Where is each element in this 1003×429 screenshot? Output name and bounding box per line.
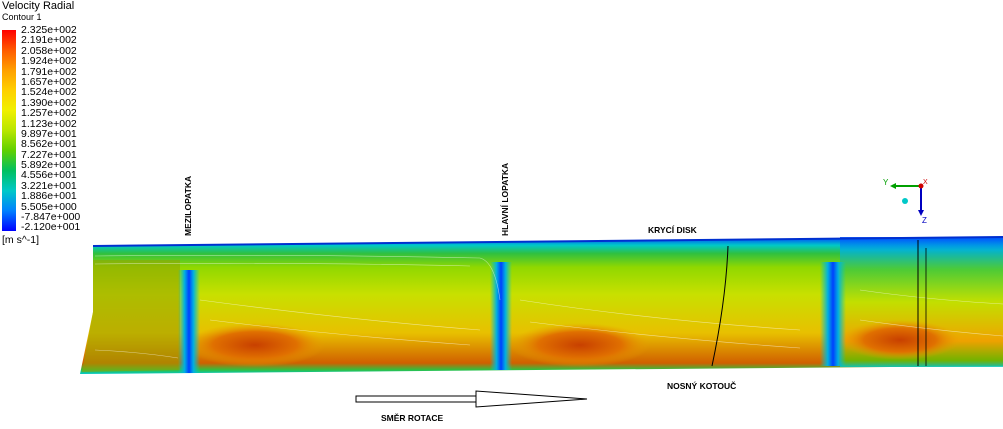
axis-x-label: X: [923, 179, 928, 186]
legend-level-2: 2.058e+002: [21, 44, 77, 57]
third-blade-wake: [820, 262, 846, 366]
legend-level-19: -2.120e+001: [21, 221, 81, 234]
legend-title: Velocity Radial: [2, 0, 75, 12]
legend-level-16: 1.886e+001: [21, 190, 77, 203]
axis-z-label: Z: [922, 216, 927, 225]
legend-level-1: 2.191e+002: [21, 34, 77, 47]
legend-level-3: 1.924e+002: [21, 55, 77, 68]
legend-level-15: 3.221e+001: [21, 179, 77, 192]
hlavni-lopatka-wake: [490, 262, 512, 370]
label-hlavni-lopatka: HLAVNÍ LOPATKA: [500, 162, 510, 236]
mezilopatka-wake: [178, 270, 200, 373]
legend-level-6: 1.524e+002: [21, 86, 77, 99]
label-smer-rotace: SMĚR ROTACE: [381, 413, 444, 423]
legend-level-0: 2.325e+002: [21, 24, 77, 36]
rotation-arrow: [355, 390, 588, 408]
label-kryci-disk: KRYCÍ DISK: [648, 225, 697, 235]
legend-level-14: 4.556e+001: [21, 169, 77, 182]
legend-subtitle: Contour 1: [2, 12, 42, 22]
legend-level-18: -7.847e+000: [21, 211, 81, 224]
label-mezilopatka: MEZILOPATKA: [183, 175, 193, 236]
legend-level-12: 7.227e+001: [21, 148, 77, 161]
flow-domain: [80, 236, 1003, 374]
legend-colorbar: [2, 30, 16, 231]
legend-level-11: 8.562e+001: [21, 138, 77, 151]
legend-level-4: 1.791e+002: [21, 65, 77, 78]
axis-y-label: Y: [883, 178, 889, 187]
axis-triad: Y Z X: [883, 178, 928, 225]
legend-level-10: 9.897e+001: [21, 127, 77, 140]
legend-level-13: 5.892e+001: [21, 159, 77, 172]
legend-level-17: 5.505e+000: [21, 200, 77, 213]
legend-level-labels: 2.325e+002 2.191e+002 2.058e+002 1.924e+002…: [21, 25, 80, 233]
legend-unit: [m s^-1]: [2, 234, 40, 246]
legend-level-8: 1.257e+002: [21, 107, 77, 120]
legend-level-5: 1.657e+002: [21, 75, 77, 88]
legend-level-7: 1.390e+002: [21, 96, 77, 109]
legend-level-9: 1.123e+002: [21, 117, 77, 130]
label-nosny-kotouc: NOSNÝ KOTOUČ: [667, 381, 737, 391]
